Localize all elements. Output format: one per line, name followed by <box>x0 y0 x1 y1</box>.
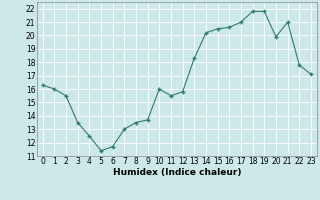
X-axis label: Humidex (Indice chaleur): Humidex (Indice chaleur) <box>113 168 241 177</box>
